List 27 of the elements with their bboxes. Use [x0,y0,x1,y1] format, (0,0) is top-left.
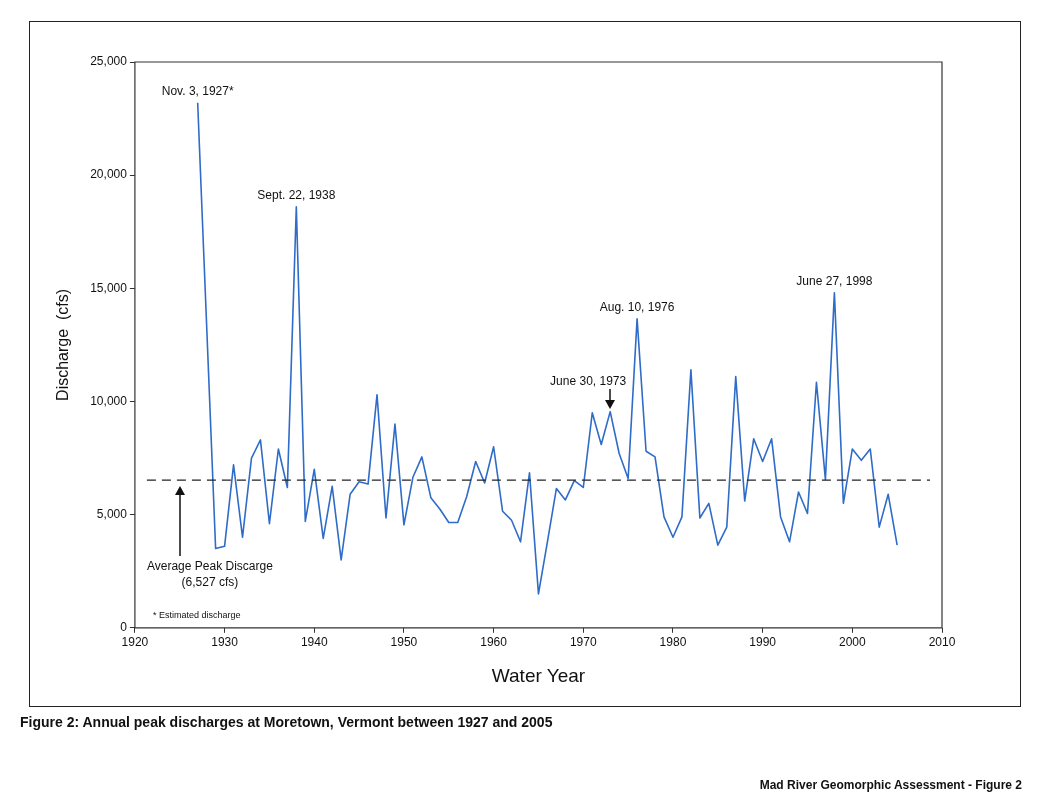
x-tick-label: 1930 [211,635,239,650]
x-tick-label: 1960 [480,635,508,650]
ref-line-label: Average Peak Discarge (6,527 cfs) [146,559,274,590]
x-tick-label: 2000 [838,635,866,650]
text: Figure 2: Annual peak discharges at Moretown, Vermont between 1927 and 2005 [20,714,553,730]
x-tick-label: 1990 [749,635,777,650]
x-axis-title: Water Year [491,664,586,686]
x-tick-label: 1940 [300,635,328,650]
y-tick-label: 20,000 [90,167,128,182]
annotation: June 27, 1998 [796,273,873,288]
x-tick-label: 1970 [569,635,597,650]
y-tick-label: 15,000 [90,280,128,295]
y-tick-label: 25,000 [90,54,128,69]
y-tick-label: 10,000 [90,393,128,408]
x-tick-label: 2010 [928,635,956,650]
annotation: Sept. 22, 1938 [257,187,336,202]
y-tick-label: 0 [120,620,128,635]
annotation: June 30, 1973 [550,373,627,388]
x-tick-label: 1950 [390,635,418,650]
y-axis-title: Discharge (cfs) [54,288,72,401]
annotation: Nov. 3, 1927* [161,83,234,98]
x-tick-label: 1920 [121,635,149,650]
text: Mad River Geomorphic Assessment - Figure 2 [759,778,1022,792]
y-tick-label: 5,000 [96,506,128,521]
x-tick-label: 1980 [659,635,687,650]
annotation: Aug. 10, 1976 [599,299,675,314]
annotation: * Estimated discharge [152,609,241,620]
